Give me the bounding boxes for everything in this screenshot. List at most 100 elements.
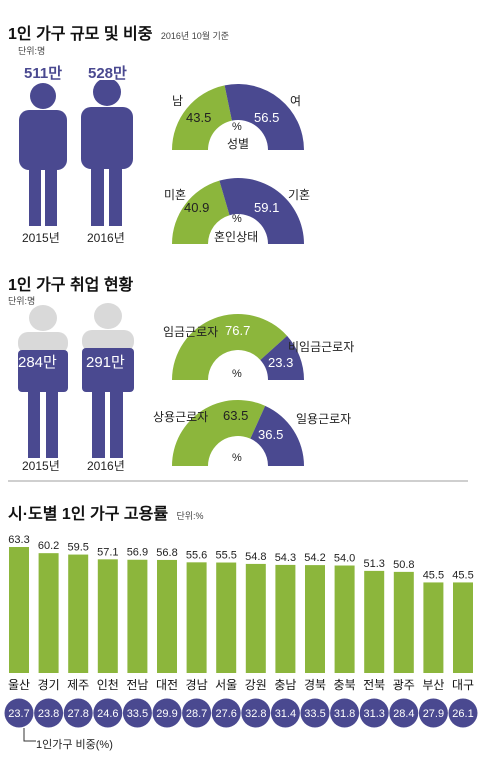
share-value-label: 33.5 <box>304 708 325 720</box>
category-label: 경남 <box>186 678 208 692</box>
share-circle <box>122 698 152 728</box>
category-label: 인천 <box>97 677 119 692</box>
marital-married-arc <box>219 178 304 244</box>
bar-value-label: 54.8 <box>245 551 266 563</box>
person-figure-2016 <box>81 80 133 226</box>
bar-제주 <box>68 554 89 673</box>
wage-right-value: 23.3 <box>268 355 294 370</box>
gender-pct: % <box>232 121 242 133</box>
regular-left-value: 63.5 <box>223 408 249 423</box>
person-count-2015: 511만 <box>24 65 62 82</box>
category-label: 대구 <box>452 678 474 692</box>
share-circle <box>270 698 300 728</box>
share-value-label: 33.5 <box>127 708 148 720</box>
wage-worker-arc <box>172 314 288 380</box>
share-value-label: 23.7 <box>8 708 29 720</box>
bar-value-label: 51.3 <box>363 558 384 570</box>
section1-unit: 단위:명 <box>18 46 46 56</box>
section2-title: 1인 가구 취업 현황 <box>8 277 134 294</box>
marital-left-value: 40.9 <box>184 200 210 215</box>
bar-value-label: 56.8 <box>156 547 177 559</box>
share-value-label: 32.8 <box>245 708 266 720</box>
marital-single-arc <box>172 180 230 244</box>
section-divider <box>8 480 468 482</box>
share-circle <box>330 698 360 728</box>
wage-donut <box>172 314 304 380</box>
share-circle <box>63 698 93 728</box>
bar-value-label: 60.2 <box>38 540 59 552</box>
regular-right-value: 36.5 <box>258 427 284 442</box>
gender-left-label: 남 <box>172 94 184 108</box>
category-label: 광주 <box>393 678 415 692</box>
bar-대전 <box>157 559 177 673</box>
share-circle <box>152 698 182 728</box>
share-circle <box>241 698 271 728</box>
share-value-label: 27.9 <box>423 708 444 720</box>
category-label: 경기 <box>38 678 60 692</box>
category-label: 강원 <box>245 678 267 692</box>
nonwage-worker-arc <box>260 335 304 380</box>
bar-서울 <box>216 562 237 673</box>
category-label: 충남 <box>274 678 296 692</box>
share-value-label: 31.3 <box>363 708 384 720</box>
gender-caption: 성별 <box>227 137 250 151</box>
bar-강원 <box>245 563 266 673</box>
bar-value-label: 45.5 <box>452 569 473 581</box>
person-figure-2015 <box>19 83 67 226</box>
person-count-2016: 528만 <box>88 65 127 82</box>
share-circle <box>448 698 478 728</box>
share-circle <box>93 698 123 728</box>
bar-value-label: 55.6 <box>186 549 207 561</box>
category-label: 대전 <box>156 678 178 692</box>
share-value-label: 28.4 <box>393 708 414 720</box>
employment-bar-chart: 63.3 울산 23.7 60.2 경기 23.8 59.5 제주 27.8 57.1 인천 24.6… <box>4 534 478 728</box>
bar-value-label: 45.5 <box>423 569 444 581</box>
bar-부산 <box>423 582 444 673</box>
wage-left-value: 76.7 <box>225 323 251 338</box>
regular-worker-arc <box>172 400 266 466</box>
marital-donut <box>172 178 304 244</box>
share-circle <box>359 698 389 728</box>
share-circle <box>34 698 64 728</box>
bar-value-label: 57.1 <box>97 546 118 558</box>
gender-female-arc <box>224 84 304 150</box>
bar-value-label: 56.9 <box>127 547 148 559</box>
section1-title: 1인 가구 규모 및 비중 2016년 10월 기준 <box>8 26 230 43</box>
bar-경남 <box>186 562 207 673</box>
share-circle <box>300 698 330 728</box>
year-label-2015: 2015년 <box>22 231 60 245</box>
category-label: 경북 <box>304 678 326 692</box>
worker-count-2015: 284만 <box>18 354 57 371</box>
share-legend-label: 1인가구 비중(%) <box>36 739 113 751</box>
category-label: 울산 <box>8 678 30 692</box>
marital-pct: % <box>232 213 242 225</box>
worker-count-2016: 291만 <box>86 354 125 371</box>
category-label: 전남 <box>126 678 148 692</box>
bar-value-label: 54.0 <box>334 553 355 565</box>
bar-대구 <box>453 582 473 673</box>
marital-right-label: 기혼 <box>288 188 311 202</box>
regular-right-label: 일용근로자 <box>296 412 352 426</box>
wage-right-label: 비임금근로자 <box>288 340 355 354</box>
worker-figure-2015 <box>18 305 68 458</box>
bar-전북 <box>364 570 385 673</box>
bar-광주 <box>393 571 414 673</box>
gender-left-value: 43.5 <box>186 110 212 125</box>
section1-date-note: 2016년 10월 기준 <box>160 31 230 41</box>
share-value-label: 26.1 <box>452 708 473 720</box>
share-legend-bracket <box>23 728 36 742</box>
share-value-label: 24.6 <box>97 708 118 720</box>
bar-경기 <box>38 553 59 673</box>
worker-figure-2016 <box>82 303 134 458</box>
share-value-label: 31.4 <box>275 708 296 720</box>
bar-인천 <box>97 559 118 673</box>
bar-value-label: 54.3 <box>275 552 296 564</box>
bar-경북 <box>305 565 325 673</box>
share-value-label: 27.6 <box>215 708 236 720</box>
bar-울산 <box>9 547 29 673</box>
category-label: 전북 <box>363 678 385 692</box>
worker-year-2015: 2015년 <box>22 459 60 473</box>
year-label-2016: 2016년 <box>87 231 125 245</box>
people-figures-2 <box>18 303 134 458</box>
category-label: 부산 <box>422 678 444 692</box>
